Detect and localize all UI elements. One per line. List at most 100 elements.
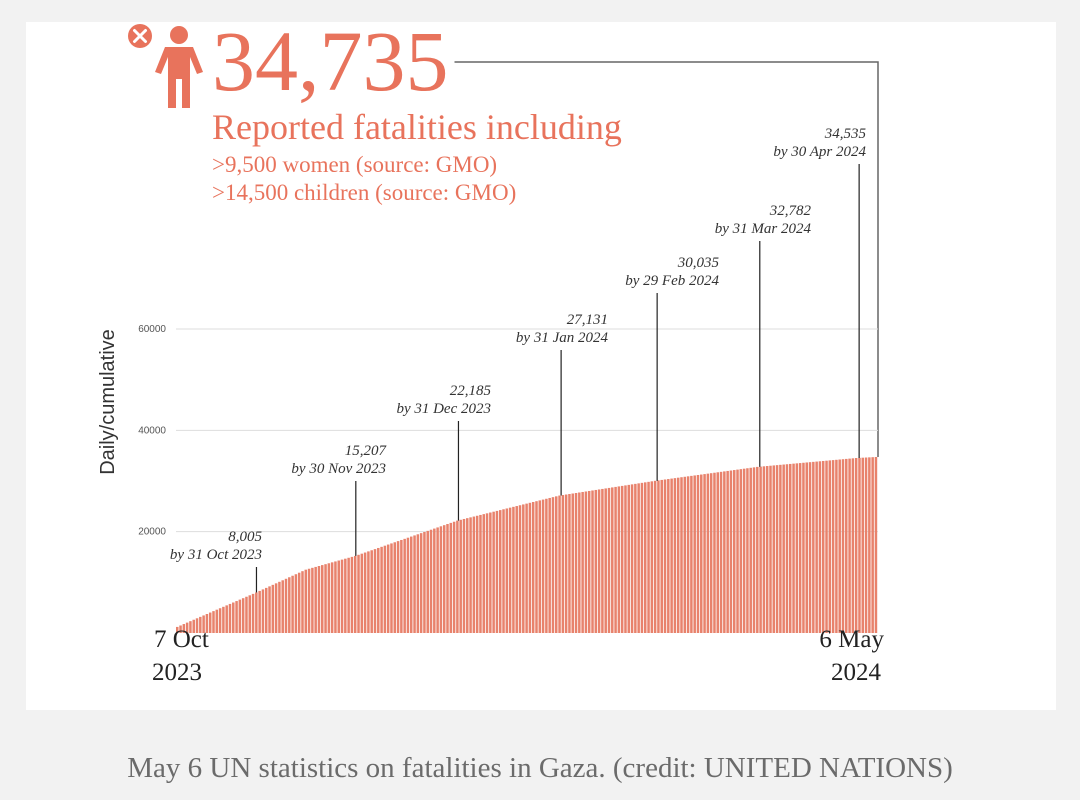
bar bbox=[597, 489, 601, 633]
bar bbox=[663, 479, 667, 633]
bar bbox=[353, 555, 357, 633]
bar bbox=[515, 506, 518, 633]
annotation-value: 8,005 bbox=[228, 529, 262, 545]
bar bbox=[248, 595, 252, 633]
bar bbox=[307, 568, 311, 633]
bar bbox=[251, 593, 255, 633]
bar bbox=[288, 577, 291, 633]
bar bbox=[396, 541, 400, 633]
annotation-value: 15,207 bbox=[345, 443, 388, 459]
bar bbox=[469, 517, 472, 633]
bar bbox=[785, 464, 789, 633]
bar bbox=[828, 460, 832, 633]
bar bbox=[255, 592, 258, 633]
annotation-value: 27,131 bbox=[567, 312, 608, 328]
bar bbox=[762, 466, 766, 633]
bar bbox=[297, 572, 301, 633]
women-count-line: >9,500 women (source: GMO) bbox=[212, 152, 497, 177]
bar bbox=[512, 506, 515, 633]
annotation-value: 34,535 bbox=[824, 126, 867, 142]
bar bbox=[446, 524, 449, 633]
total-leader-line bbox=[454, 61, 879, 458]
bar bbox=[706, 473, 710, 633]
bar bbox=[508, 507, 512, 633]
bar bbox=[489, 512, 492, 633]
bar bbox=[199, 616, 202, 633]
bar bbox=[189, 621, 192, 633]
bar bbox=[690, 475, 693, 633]
bar bbox=[195, 618, 199, 633]
bar bbox=[502, 509, 505, 633]
bar bbox=[225, 605, 228, 633]
bar bbox=[472, 516, 476, 633]
bar bbox=[703, 474, 706, 633]
close-circle-icon[interactable] bbox=[128, 24, 152, 48]
bar bbox=[861, 457, 865, 633]
bar bbox=[390, 543, 393, 633]
bar bbox=[436, 527, 439, 633]
bar bbox=[607, 487, 611, 633]
bar bbox=[528, 502, 532, 633]
bar bbox=[419, 533, 423, 633]
bar bbox=[765, 466, 769, 633]
bar bbox=[620, 485, 624, 633]
bar bbox=[400, 539, 403, 633]
bar bbox=[522, 504, 525, 633]
bar bbox=[555, 496, 558, 633]
bar bbox=[327, 563, 331, 633]
bar bbox=[261, 589, 265, 633]
bar bbox=[176, 626, 179, 633]
bar bbox=[413, 535, 416, 633]
bar bbox=[350, 556, 354, 633]
person-icon bbox=[155, 26, 203, 108]
y-tick-label: 40000 bbox=[138, 425, 166, 436]
bar bbox=[746, 468, 749, 633]
bar bbox=[624, 485, 627, 633]
bar bbox=[311, 567, 314, 633]
bar bbox=[370, 550, 373, 633]
bar bbox=[653, 480, 657, 633]
bar bbox=[538, 500, 542, 633]
bar bbox=[228, 603, 232, 633]
bar bbox=[205, 613, 209, 633]
bar bbox=[574, 493, 578, 633]
x-start-year: 2023 bbox=[152, 659, 202, 686]
annotation-date: by 31 Oct 2023 bbox=[170, 547, 262, 563]
bar bbox=[716, 472, 720, 633]
bar bbox=[304, 569, 308, 633]
bar bbox=[495, 510, 499, 633]
bar bbox=[614, 486, 617, 633]
bar bbox=[535, 501, 538, 633]
bar bbox=[660, 479, 663, 633]
bar bbox=[373, 549, 377, 633]
bar bbox=[377, 547, 380, 633]
bar bbox=[485, 513, 489, 633]
bar bbox=[452, 521, 456, 633]
bar bbox=[584, 491, 588, 633]
bar bbox=[386, 544, 390, 633]
bar bbox=[581, 491, 584, 633]
bar bbox=[657, 480, 660, 633]
bar bbox=[696, 474, 700, 633]
bar bbox=[736, 469, 739, 633]
bar bbox=[775, 465, 779, 633]
bar bbox=[686, 476, 690, 633]
bar bbox=[683, 476, 687, 633]
bar bbox=[808, 462, 812, 633]
bar bbox=[344, 558, 347, 633]
bar bbox=[756, 466, 759, 633]
bar bbox=[258, 590, 261, 633]
bar bbox=[360, 553, 364, 633]
bar bbox=[789, 463, 792, 633]
bar bbox=[667, 479, 670, 633]
bar bbox=[531, 502, 535, 633]
bar bbox=[518, 505, 522, 633]
bar bbox=[759, 466, 762, 633]
bar bbox=[492, 511, 495, 633]
bar bbox=[561, 495, 565, 633]
bar bbox=[591, 490, 594, 633]
bar bbox=[241, 598, 245, 633]
bar bbox=[617, 486, 621, 633]
y-axis-label: Daily/cumulative bbox=[97, 329, 119, 475]
annotation-date: by 30 Apr 2024 bbox=[773, 144, 866, 160]
